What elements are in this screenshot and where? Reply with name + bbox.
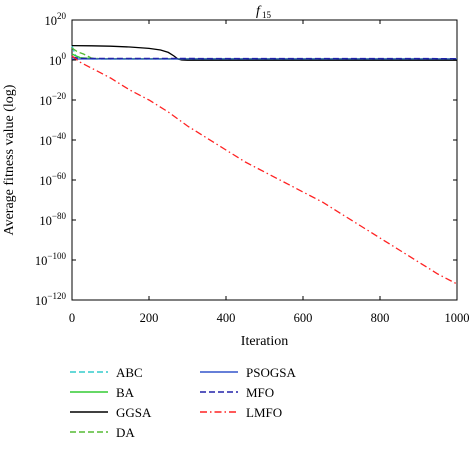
x-tick-label: 800 [371, 311, 390, 325]
chart-title-subscript: 15 [262, 10, 272, 20]
legend: ABC BA GGSA DA PSOGSA MFO LMFO [70, 365, 296, 440]
y-axis-label: Average fitness value (log) [2, 84, 17, 235]
legend-label-lmfo: LMFO [246, 405, 282, 420]
series-line-lmfo [71, 55, 458, 285]
x-tick-label: 600 [294, 311, 313, 325]
legend-label-abc: ABC [116, 365, 143, 380]
series-line-abc [71, 45, 457, 60]
x-axis-ticks: 0 200 400 600 800 1000 [69, 20, 470, 325]
y-tick-label: 10−60 [39, 171, 66, 188]
y-tick-label: 100 [49, 51, 67, 68]
plot-frame [71, 19, 458, 301]
series-line-mfo [71, 56, 458, 60]
y-tick-label: 10−120 [35, 291, 67, 308]
x-tick-label: 0 [69, 311, 75, 325]
legend-label-ggsa: GGSA [116, 405, 152, 420]
y-axis-ticks: 1020 100 10−20 10−40 10−60 10−80 10−100 10−120 [35, 11, 457, 308]
chart-title: f 15 [256, 4, 272, 20]
legend-label-da: DA [116, 425, 135, 440]
series-line-da [71, 47, 457, 60]
legend-label-mfo: MFO [246, 385, 274, 400]
y-tick-label: 10−80 [39, 211, 66, 228]
legend-label-ba: BA [116, 385, 135, 400]
y-tick-label: 10−40 [39, 131, 66, 148]
legend-label-psogsa: PSOGSA [246, 365, 296, 380]
series-line-ggsa [71, 44, 457, 61]
x-tick-label: 200 [140, 311, 159, 325]
y-tick-label: 10−100 [35, 251, 67, 268]
series-layer [71, 44, 458, 285]
x-axis-label: Iteration [241, 334, 288, 349]
chart-title-main: f [256, 4, 262, 19]
x-tick-label: 1000 [445, 311, 470, 325]
y-tick-label: 1020 [45, 11, 67, 28]
y-tick-label: 10−20 [39, 91, 66, 108]
x-tick-label: 400 [217, 311, 236, 325]
